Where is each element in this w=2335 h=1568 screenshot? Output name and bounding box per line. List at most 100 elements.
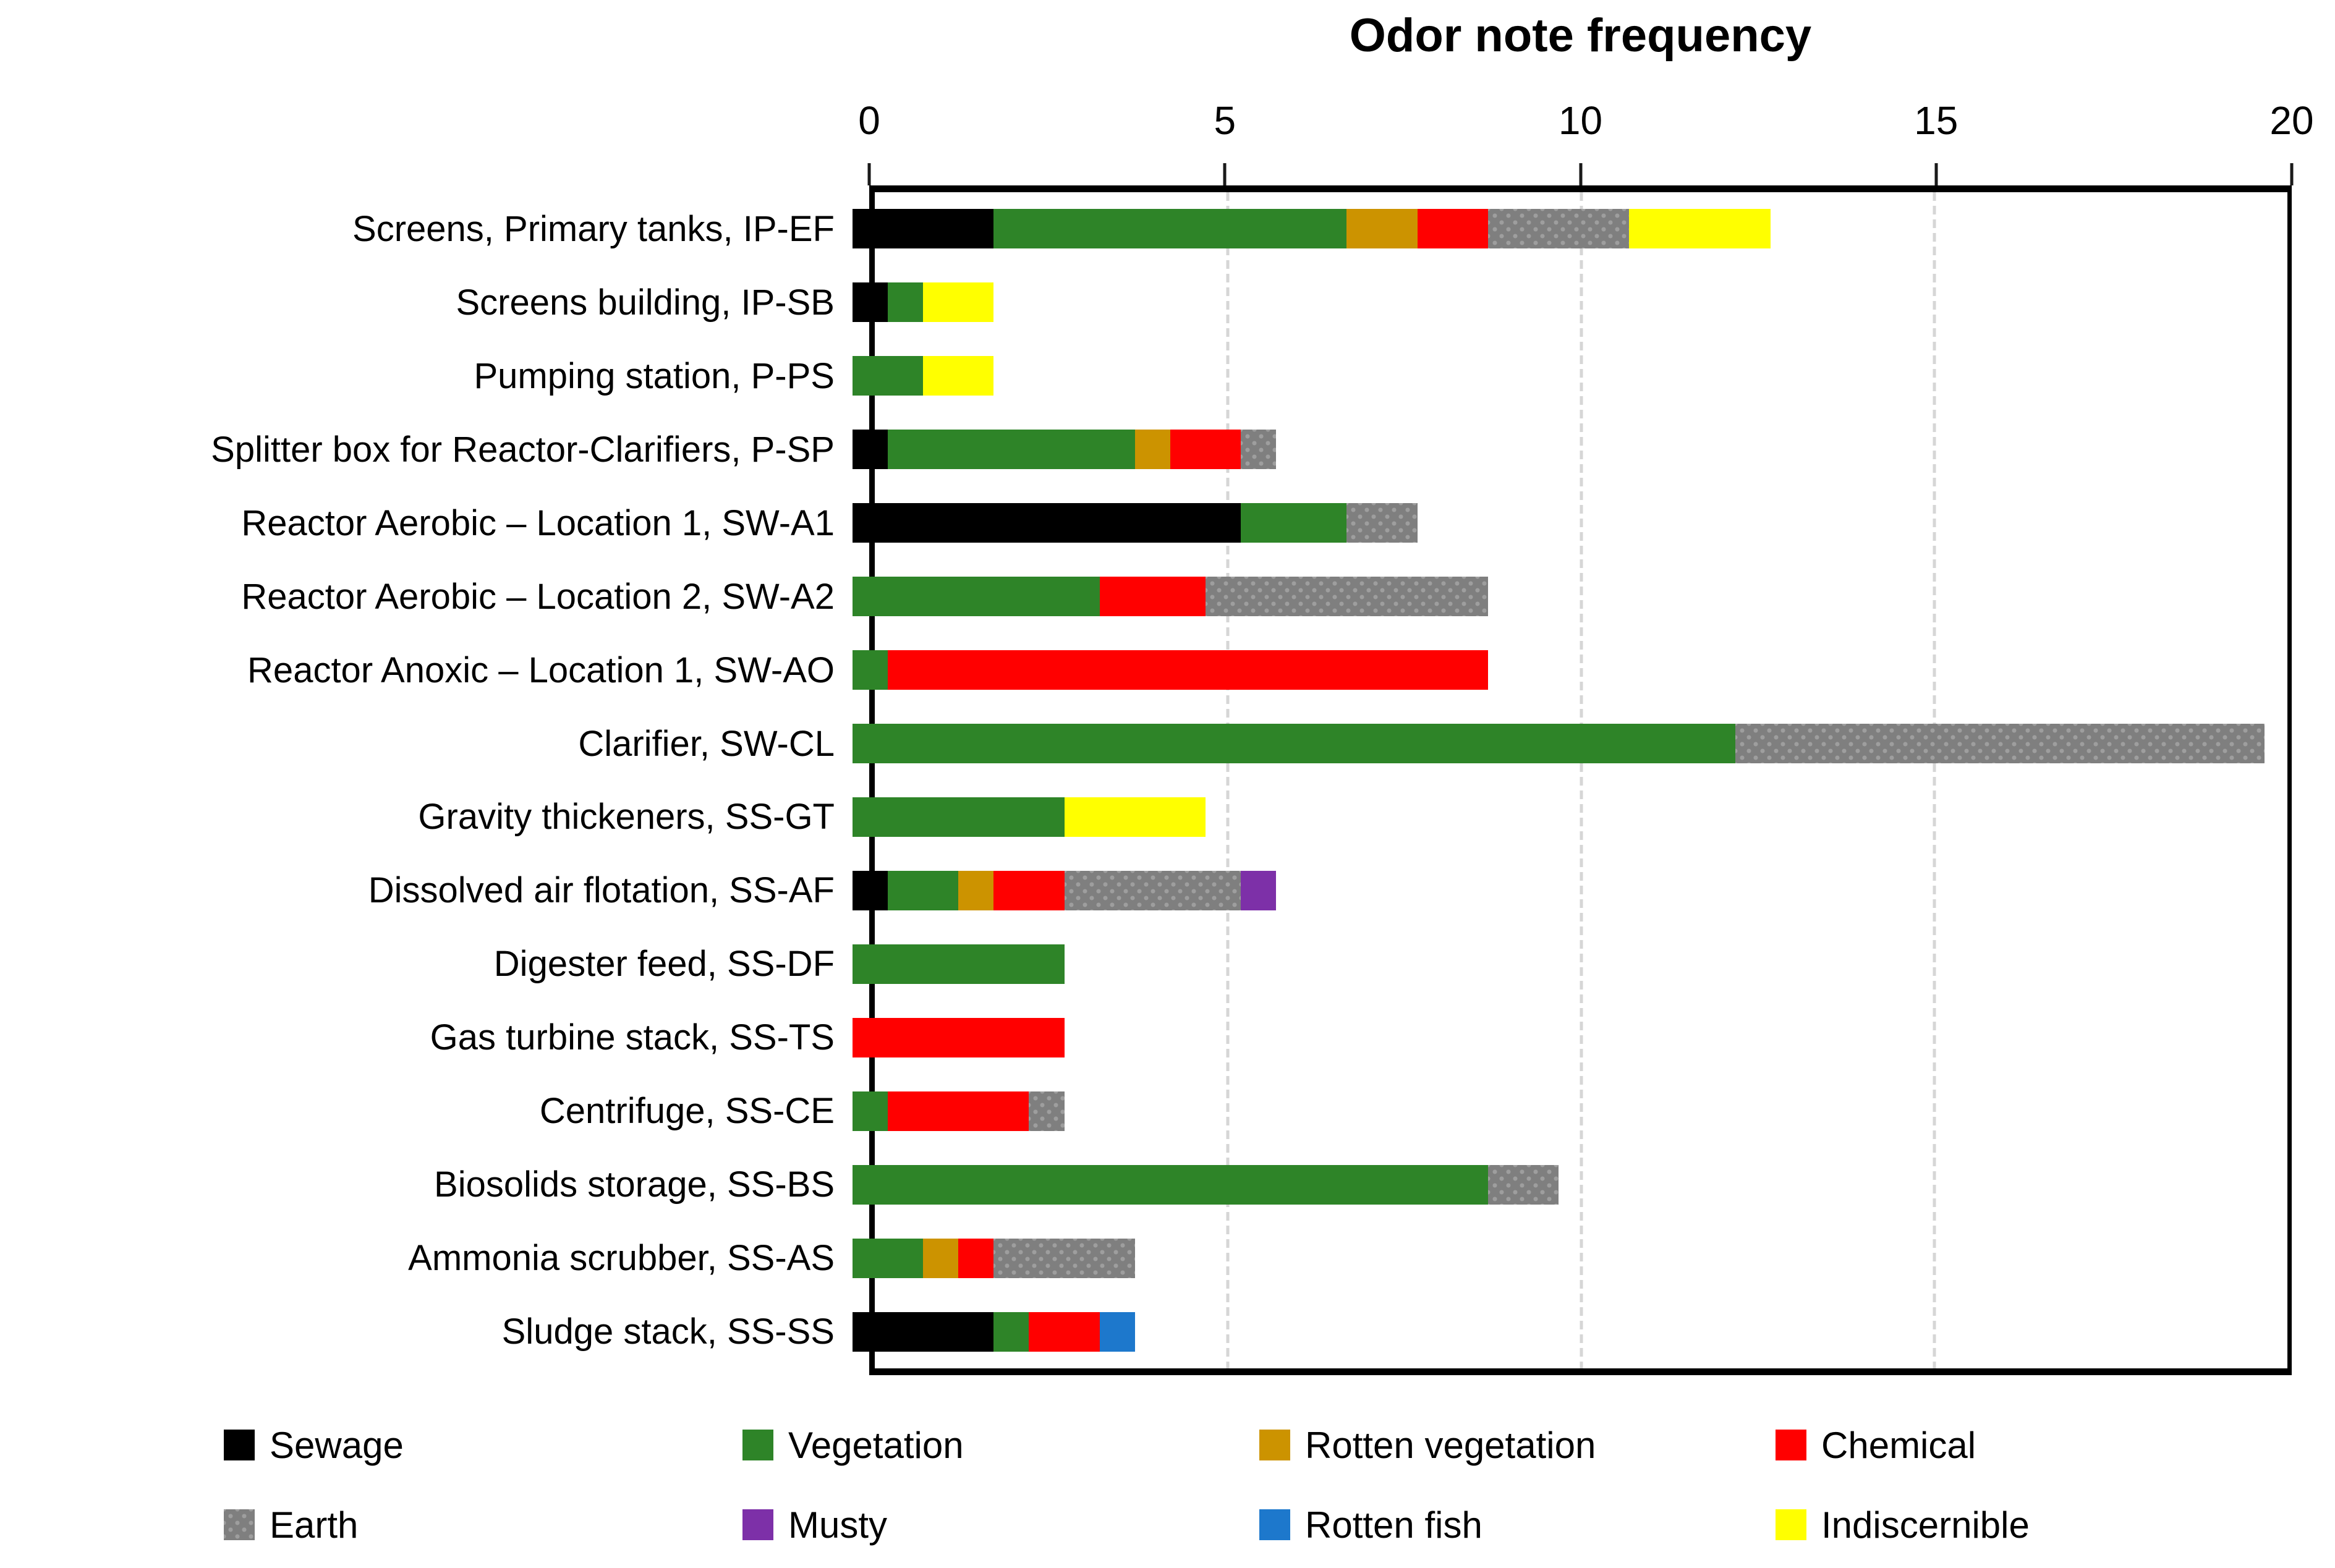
category-label: Reactor Aerobic – Location 1, SW-A1 (241, 502, 835, 543)
legend-label: Earth (270, 1504, 359, 1546)
legend-item-musty: Musty (742, 1503, 887, 1546)
bar-track (853, 503, 2265, 543)
legend-item-earth: Earth (224, 1503, 358, 1546)
x-axis-tick-mark (1223, 163, 1227, 185)
legend-item-rotten-fish: Rotten fish (1259, 1503, 1482, 1546)
gridline (1580, 192, 1583, 1368)
bar-segment-vegetation (888, 870, 959, 910)
table-row: Clarifier, SW-CL (0, 707, 2287, 781)
bar-track (853, 1091, 2265, 1131)
legend-swatch (224, 1509, 255, 1540)
bar-segment-rotten-fish (1099, 1312, 1135, 1352)
bar-segment-earth (1735, 724, 2265, 764)
legend-label: Rotten fish (1305, 1504, 1482, 1546)
category-label: Reactor Anoxic – Location 1, SW-AO (247, 650, 835, 690)
category-label: Clarifier, SW-CL (578, 723, 835, 764)
legend-label: Vegetation (788, 1424, 964, 1466)
bar-segment-chemical (1029, 1312, 1100, 1352)
bar-track (853, 944, 2265, 984)
table-row: Reactor Aerobic – Location 2, SW-A2 (0, 560, 2287, 634)
category-label: Ammonia scrubber, SS-AS (408, 1238, 835, 1279)
legend-item-rotten-vegetation: Rotten vegetation (1259, 1423, 1596, 1467)
bar-segment-earth (1064, 870, 1241, 910)
table-row: Dissolved air flotation, SS-AF (0, 854, 2287, 927)
bar-segment-chemical (958, 1238, 994, 1278)
category-label: Screens, Primary tanks, IP-EF (352, 208, 835, 249)
bar-segment-indiscernible (923, 282, 994, 323)
legend-swatch (742, 1430, 773, 1460)
legend-swatch (1776, 1430, 1806, 1460)
bar-segment-sewage (853, 1312, 994, 1352)
bar-segment-chemical (888, 650, 1488, 690)
bar-segment-earth (1346, 503, 1418, 543)
table-row: Reactor Aerobic – Location 1, SW-A1 (0, 486, 2287, 560)
bar-track (853, 650, 2265, 690)
category-label: Biosolids storage, SS-BS (434, 1164, 835, 1205)
bar-track (853, 724, 2265, 764)
legend-swatch (224, 1430, 255, 1460)
legend-label: Rotten vegetation (1305, 1424, 1596, 1466)
bar-segment-vegetation (853, 724, 1735, 764)
table-row: Ammonia scrubber, SS-AS (0, 1221, 2287, 1295)
legend-swatch (1776, 1509, 1806, 1540)
bar-segment-vegetation (853, 1091, 888, 1131)
x-axis-tick-label: 0 (858, 98, 880, 143)
bar-segment-chemical (888, 1091, 1029, 1131)
category-label: Dissolved air flotation, SS-AF (368, 870, 835, 911)
category-label: Gas turbine stack, SS-TS (430, 1017, 835, 1058)
bar-segment-vegetation (888, 430, 1135, 470)
bar-segment-vegetation (853, 944, 1065, 984)
bar-segment-earth (1487, 1164, 1559, 1205)
bar-track (853, 209, 2265, 249)
bar-segment-sewage (853, 503, 1241, 543)
plot-area (869, 185, 2292, 1375)
category-label: Sludge stack, SS-SS (501, 1312, 835, 1352)
x-axis-tick-mark (1579, 163, 1582, 185)
bar-segment-sewage (853, 430, 888, 470)
bar-segment-sewage (853, 209, 994, 249)
table-row: Gas turbine stack, SS-TS (0, 1001, 2287, 1074)
table-row: Pumping station, P-PS (0, 339, 2287, 413)
category-label: Reactor Aerobic – Location 2, SW-A2 (241, 576, 835, 617)
gridline (1933, 192, 1936, 1368)
bar-segment-vegetation (993, 209, 1347, 249)
legend-swatch (1259, 1509, 1290, 1540)
bar-track (853, 1164, 2265, 1205)
legend-swatch (742, 1509, 773, 1540)
bar-segment-earth (1241, 430, 1277, 470)
table-row: Centrifuge, SS-CE (0, 1074, 2287, 1148)
bar-track (853, 1017, 2265, 1057)
legend-swatch (1259, 1430, 1290, 1460)
bar-segment-chemical (853, 1017, 1065, 1057)
bar-segment-rotten-vegetation (958, 870, 994, 910)
bar-track (853, 1238, 2265, 1278)
bar-segment-sewage (853, 282, 888, 323)
bar-segment-earth (1029, 1091, 1065, 1131)
legend-label: Chemical (1821, 1424, 1976, 1466)
gridline (1226, 192, 1230, 1368)
legend-label: Musty (788, 1504, 888, 1546)
bar-segment-vegetation (853, 356, 924, 396)
x-axis-tick-mark (1934, 163, 1938, 185)
x-axis-tick-label: 15 (1914, 98, 1959, 143)
bar-segment-vegetation (993, 1312, 1029, 1352)
legend-label: Sewage (270, 1424, 404, 1466)
bar-segment-vegetation (853, 797, 1065, 837)
legend-label: Indiscernible (1821, 1504, 2030, 1546)
bar-track (853, 577, 2265, 617)
bar-segment-rotten-vegetation (1134, 430, 1170, 470)
category-label: Gravity thickeners, SS-GT (418, 797, 835, 837)
bar-segment-rotten-vegetation (1346, 209, 1418, 249)
category-label: Pumping station, P-PS (474, 355, 835, 396)
category-label: Splitter box for Reactor-Clarifiers, P-S… (211, 429, 835, 470)
x-axis-tick-mark (2290, 163, 2294, 185)
legend-item-indiscernible: Indiscernible (1776, 1503, 2030, 1546)
legend-item-chemical: Chemical (1776, 1423, 1976, 1467)
bar-segment-earth (1487, 209, 1630, 249)
x-axis-tick-label: 5 (1214, 98, 1236, 143)
bar-track (853, 282, 2265, 323)
bar-segment-indiscernible (923, 356, 994, 396)
table-row: Screens, Primary tanks, IP-EF (0, 192, 2287, 266)
bar-segment-earth (993, 1238, 1135, 1278)
